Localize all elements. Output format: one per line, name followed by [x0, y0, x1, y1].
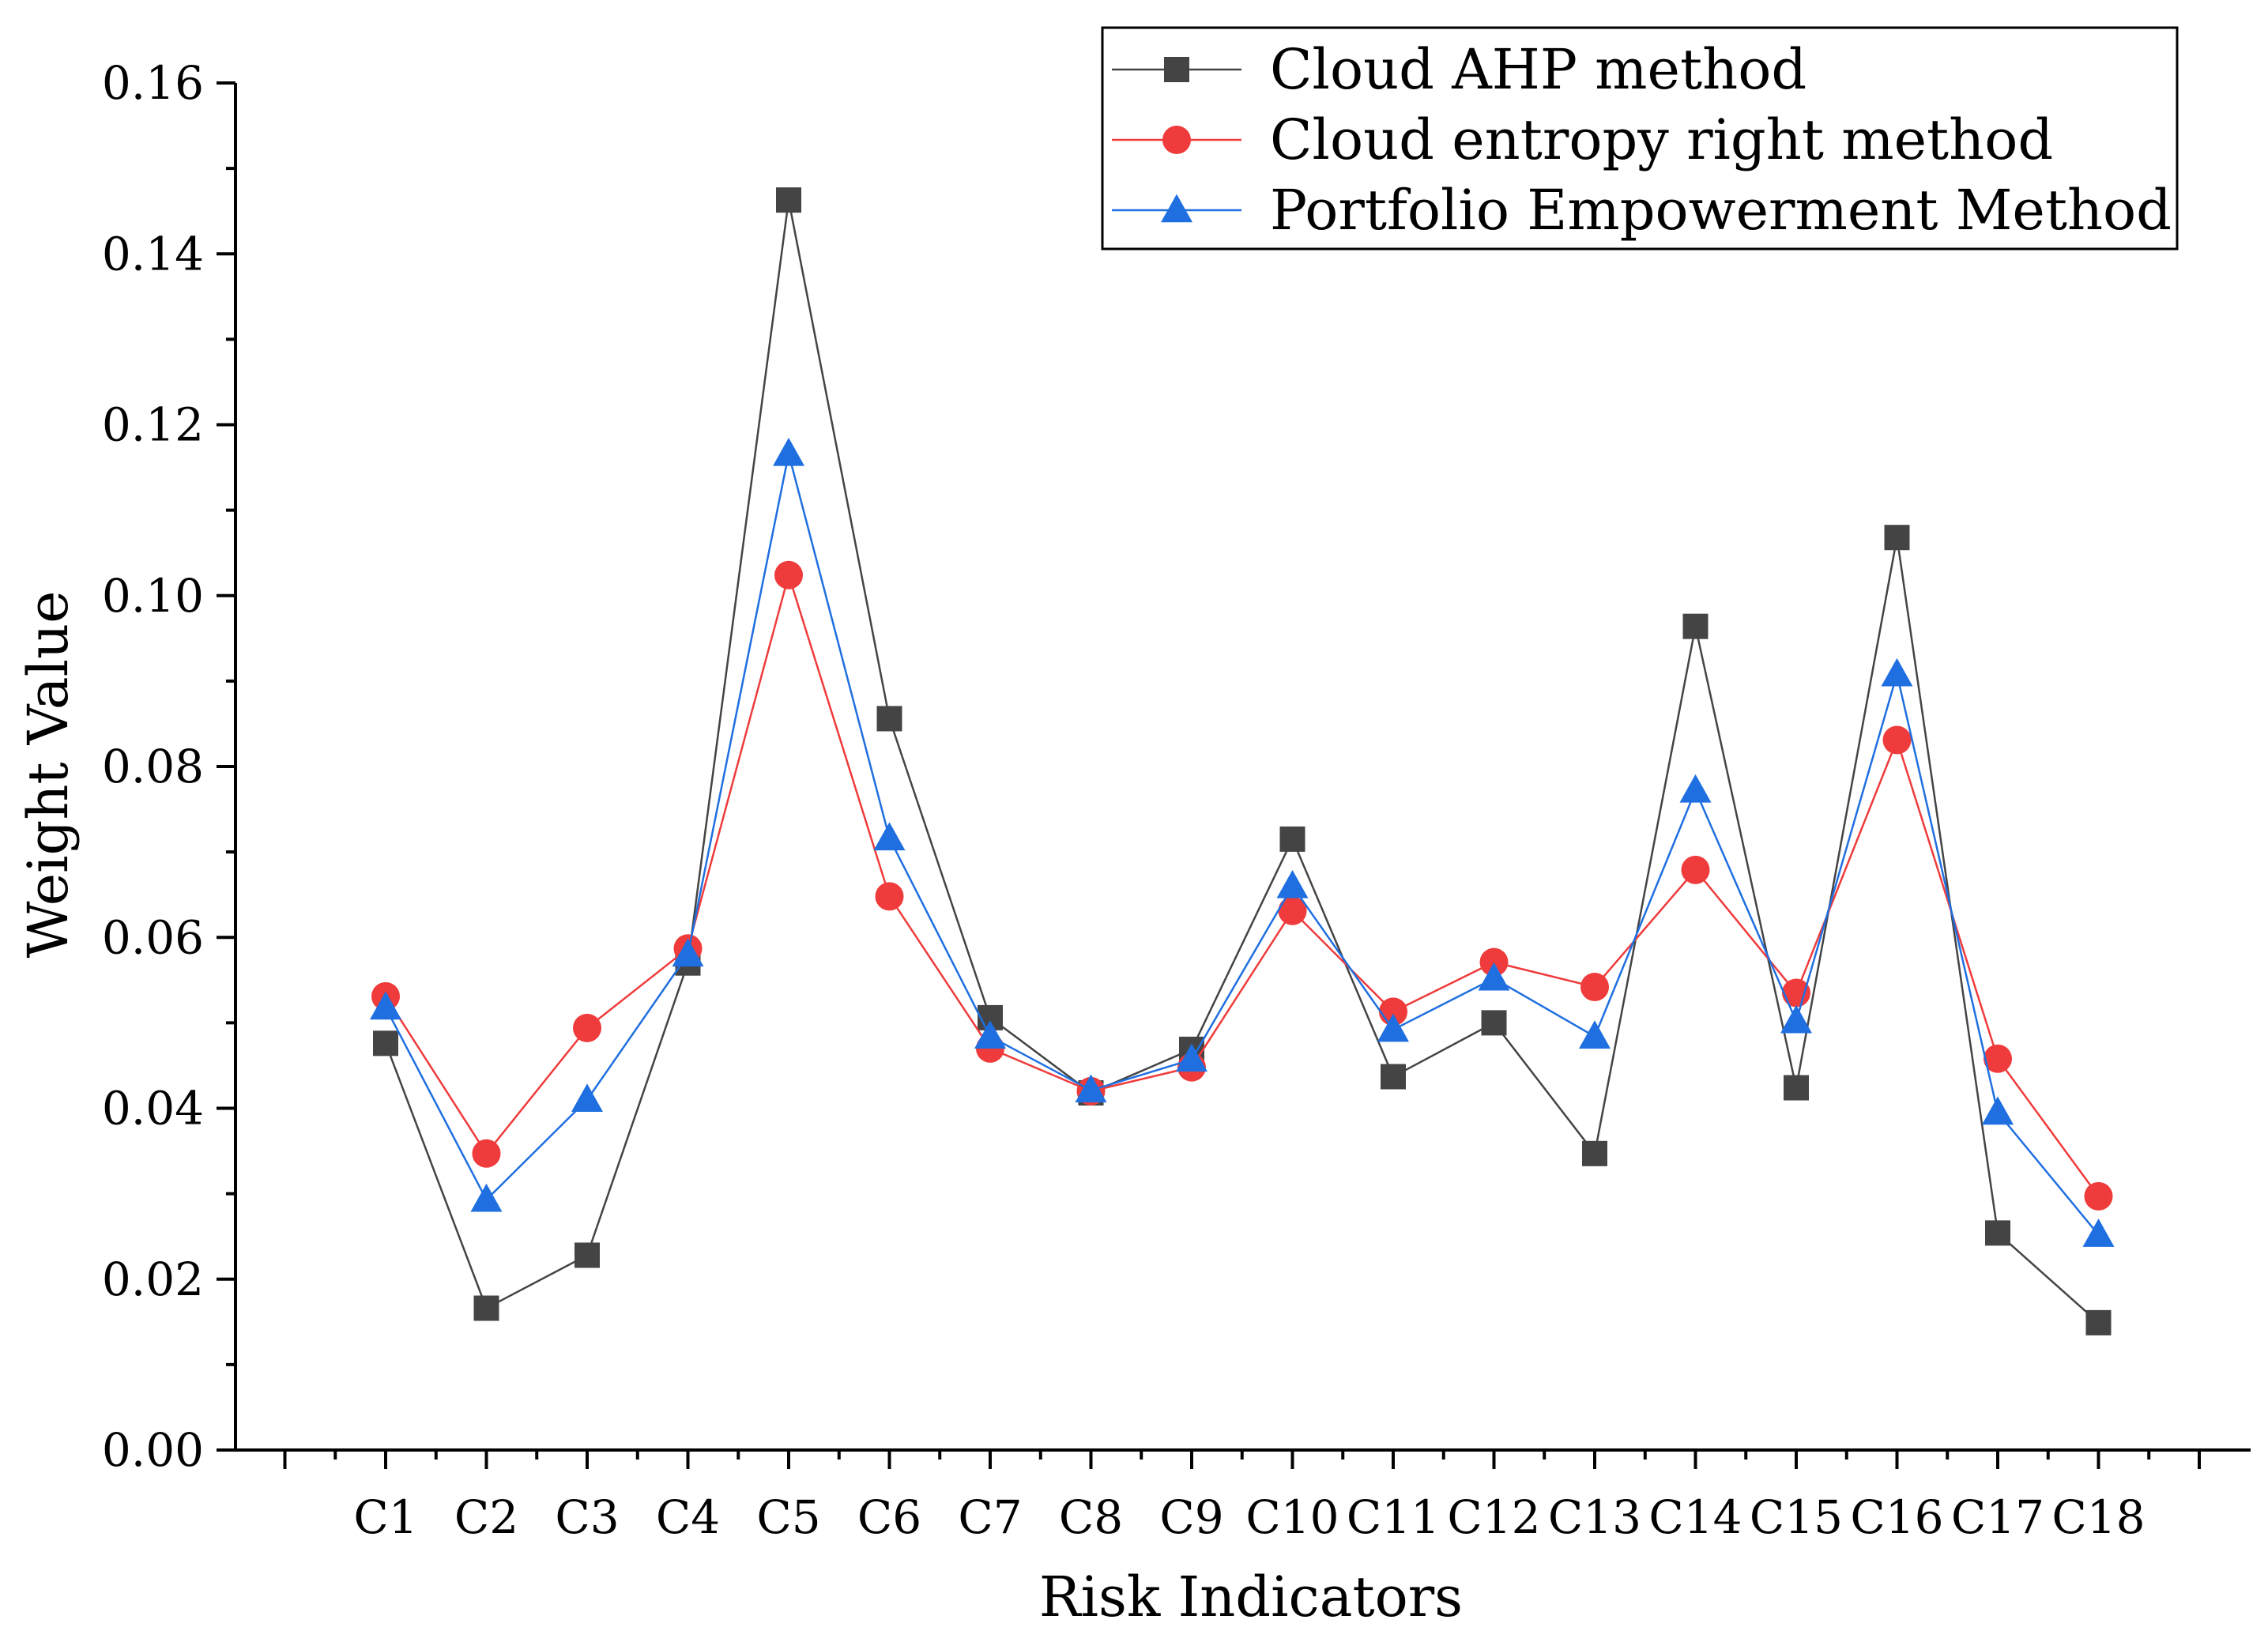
- data-point: [974, 1020, 1006, 1049]
- y-tick-label: 0.10: [102, 569, 204, 623]
- legend-entry: Cloud AHP method: [1112, 37, 1806, 102]
- series-line: [384, 453, 2100, 1236]
- data-point: [575, 1242, 600, 1268]
- y-tick-label: 0.04: [102, 1082, 204, 1136]
- legend-marker: [1164, 57, 1189, 82]
- x-tick-label: C12: [1447, 1490, 1540, 1544]
- data-point: [1782, 978, 1810, 1008]
- data-point: [1884, 525, 1910, 551]
- data-point: [2085, 1309, 2112, 1335]
- data-point: [473, 1295, 499, 1321]
- data-point: [2084, 1181, 2113, 1211]
- x-tick-label: C8: [1059, 1490, 1123, 1544]
- data-point: [1479, 947, 1509, 977]
- data-point: [1780, 1004, 1812, 1034]
- x-tick-label: C13: [1548, 1490, 1641, 1544]
- legend-label: Portfolio Empowerment Method: [1270, 178, 2172, 243]
- x-tick-label: C3: [555, 1490, 619, 1544]
- y-tick-label: 0.12: [102, 398, 204, 452]
- x-axis-title: Risk Indicators: [1039, 1565, 1463, 1629]
- x-tick-label: C7: [958, 1490, 1022, 1544]
- x-tick-label: C5: [756, 1490, 820, 1544]
- data-point: [1784, 1075, 1809, 1101]
- data-point: [1984, 1044, 2012, 1073]
- data-point: [672, 938, 704, 967]
- x-tick-label: C10: [1245, 1490, 1339, 1544]
- data-point: [472, 1139, 501, 1168]
- x-tick-label: C18: [2051, 1490, 2145, 1544]
- x-tick-label: C6: [857, 1490, 921, 1544]
- data-point: [1985, 1220, 2010, 1246]
- data-point: [773, 437, 804, 466]
- y-tick-label: 0.00: [102, 1423, 204, 1477]
- data-point: [1381, 1064, 1406, 1090]
- data-point: [1582, 1140, 1607, 1166]
- y-axis-title: Weight Value: [16, 590, 81, 958]
- data-point: [1075, 1074, 1107, 1103]
- data-point: [1176, 1043, 1207, 1072]
- series-line: [384, 199, 2100, 1324]
- data-point: [370, 991, 401, 1020]
- data-point: [1481, 1010, 1507, 1036]
- data-point: [573, 1013, 601, 1042]
- x-tick-label: C17: [1951, 1490, 2044, 1544]
- data-point: [1279, 826, 1305, 852]
- y-tick-label: 0.02: [102, 1252, 204, 1306]
- x-tick-label: C9: [1159, 1490, 1223, 1544]
- legend-entry: Cloud entropy right method: [1112, 107, 2053, 172]
- data-point: [1580, 972, 1609, 1001]
- data-point: [1278, 896, 1307, 925]
- data-point: [1982, 1096, 2014, 1125]
- data-point: [1881, 657, 1913, 687]
- x-tick-label: C16: [1850, 1490, 1943, 1544]
- x-tick-label: C1: [353, 1490, 417, 1544]
- x-tick-label: C14: [1648, 1490, 1742, 1544]
- data-point: [373, 1030, 398, 1057]
- data-point: [774, 560, 803, 589]
- legend-marker: [1161, 194, 1192, 223]
- data-point: [1478, 962, 1510, 991]
- data-point: [1276, 869, 1309, 898]
- data-point: [876, 706, 902, 732]
- data-point: [1882, 725, 1912, 755]
- data-point: [470, 1183, 503, 1212]
- data-point: [875, 882, 904, 911]
- y-tick-label: 0.16: [102, 56, 204, 110]
- x-tick-label: C4: [656, 1490, 720, 1544]
- legend-entry: Portfolio Empowerment Method: [1112, 178, 2172, 243]
- legend-label: Cloud entropy right method: [1270, 107, 2053, 172]
- x-tick-label: C2: [454, 1490, 518, 1544]
- data-point: [1679, 774, 1712, 803]
- data-point: [2082, 1218, 2115, 1247]
- series-2: [371, 560, 2113, 1211]
- x-tick-label: C15: [1750, 1490, 1843, 1544]
- legend-box: [1101, 26, 2179, 250]
- legend-label: Cloud AHP method: [1270, 37, 1806, 102]
- y-tick-label: 0.14: [102, 227, 204, 281]
- data-point: [1377, 1013, 1409, 1042]
- data-point: [571, 1083, 603, 1112]
- series-1: [373, 187, 2112, 1335]
- series-3: [370, 437, 2115, 1247]
- data-point: [776, 187, 801, 213]
- y-tick-label: 0.08: [102, 740, 204, 793]
- data-point: [873, 822, 906, 851]
- data-point: [1681, 855, 1710, 884]
- x-tick-label: C11: [1347, 1490, 1440, 1544]
- legend-marker: [1162, 126, 1191, 154]
- y-tick-label: 0.06: [102, 910, 204, 964]
- data-point: [1682, 613, 1709, 639]
- data-point: [1579, 1020, 1611, 1049]
- series-line: [384, 571, 2100, 1197]
